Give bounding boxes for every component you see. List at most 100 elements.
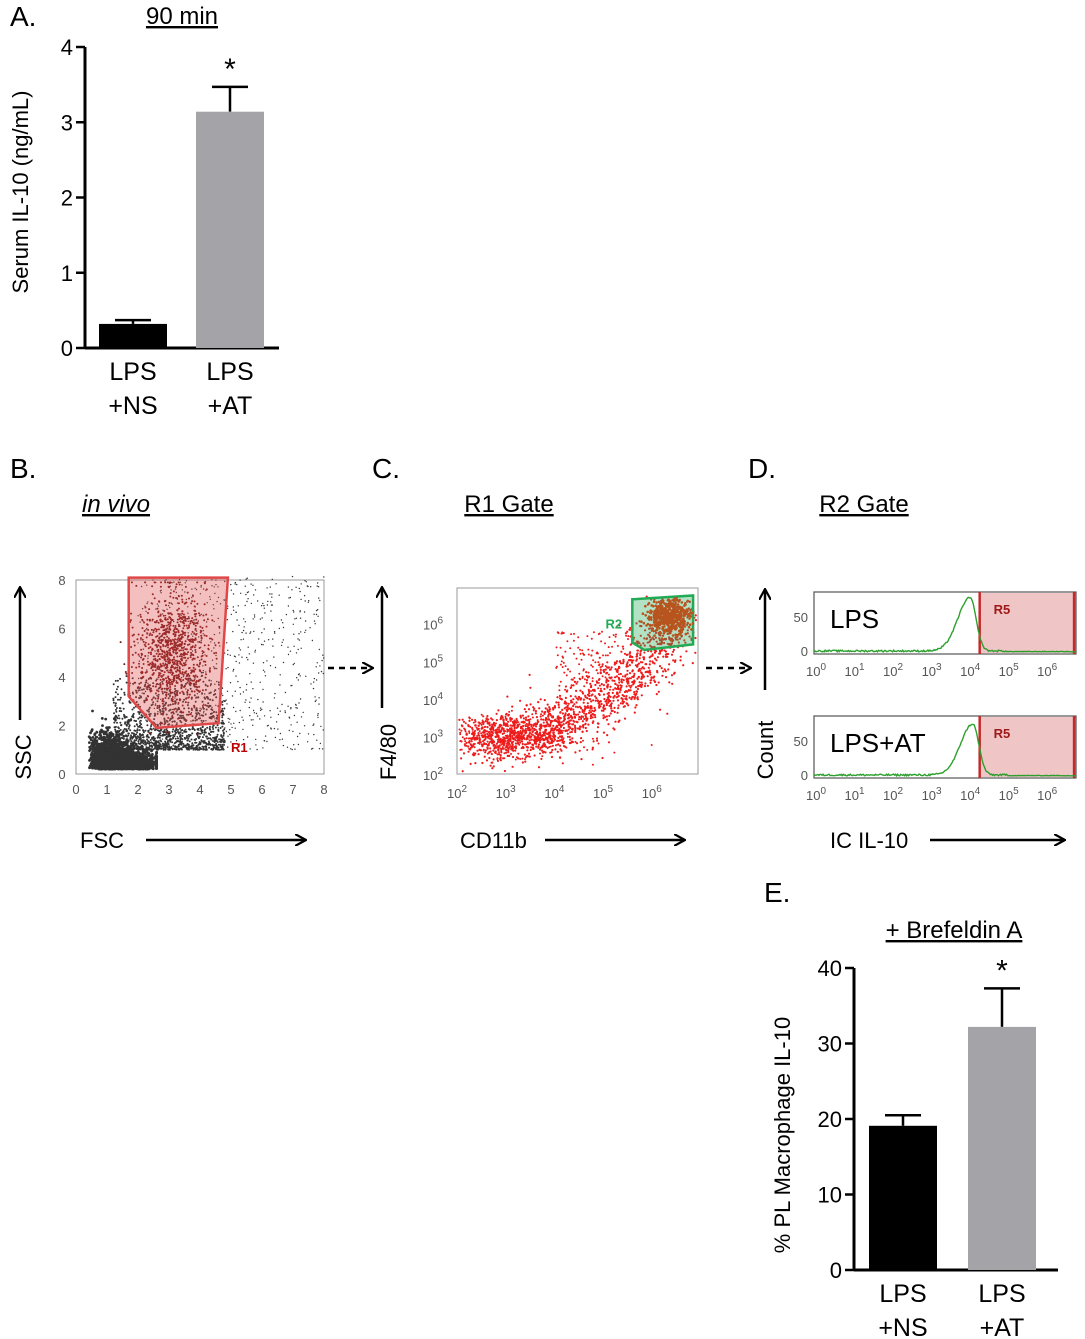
event-dot [255, 739, 256, 740]
event-dot [91, 710, 94, 713]
event-dot [272, 579, 273, 580]
event-dot [291, 589, 292, 590]
significance-marker: * [224, 53, 236, 86]
event-dot [290, 685, 291, 686]
event-dot [117, 693, 119, 695]
event-dot [159, 739, 161, 741]
event-dot [209, 737, 211, 739]
event-dot [264, 628, 265, 629]
event-dot [119, 710, 121, 712]
event-dot [134, 725, 136, 727]
event-dot [117, 746, 119, 748]
event-dot [241, 717, 242, 718]
event-dot [318, 672, 319, 673]
y-tick-label: 3 [61, 110, 73, 135]
event-dot [159, 730, 161, 732]
event-dot [168, 748, 170, 750]
event-dot [283, 745, 284, 746]
event-dot [249, 702, 250, 703]
event-dot [219, 739, 220, 740]
event-dot [265, 675, 266, 676]
event-dot [115, 766, 118, 769]
event-dot [192, 745, 193, 746]
event-dot [271, 597, 272, 598]
event-dot [322, 655, 323, 656]
event-dot [119, 734, 121, 736]
event-dot [306, 581, 307, 582]
event-dot [318, 697, 319, 698]
event-dot [314, 620, 315, 621]
event-dot [120, 697, 122, 699]
event-dot [176, 746, 178, 748]
event-dot [293, 646, 294, 647]
event-dot [249, 653, 250, 654]
event-dot [235, 656, 236, 657]
event-dot [298, 679, 299, 680]
event-dot [175, 738, 177, 740]
event-dot [243, 630, 244, 631]
event-dot [294, 715, 295, 716]
event-dot [251, 603, 252, 604]
figure-canvas: A. 90 min Serum IL-10 (ng/mL) 01234LPS+N… [0, 0, 1085, 1339]
event-dot [275, 583, 276, 584]
event-dot [290, 651, 291, 652]
event-dot [153, 740, 154, 741]
event-dot [298, 649, 299, 650]
event-dot [232, 695, 233, 696]
event-dot [175, 748, 177, 750]
event-dot [149, 732, 151, 734]
event-dot [115, 748, 117, 750]
bar [196, 112, 264, 348]
event-dot [215, 743, 217, 745]
y-tick-label: 2 [61, 186, 73, 211]
event-dot [178, 738, 179, 739]
event-dot [255, 650, 256, 651]
event-dot [288, 597, 289, 598]
event-dot [204, 730, 206, 732]
event-dot [108, 726, 111, 729]
event-dot [197, 747, 199, 749]
event-dot [293, 744, 294, 745]
event-dot [279, 628, 280, 629]
event-dot [146, 746, 147, 747]
event-dot [147, 764, 150, 767]
event-dot [113, 743, 115, 745]
event-dot [155, 759, 158, 762]
event-dot [130, 734, 132, 736]
event-dot [133, 757, 136, 760]
event-dot [191, 739, 193, 741]
event-dot [250, 583, 251, 584]
event-dot [240, 710, 241, 711]
event-dot [151, 746, 153, 748]
event-dot [120, 641, 122, 643]
event-dot [262, 603, 263, 604]
event-dot [295, 704, 296, 705]
event-dot [239, 687, 240, 688]
event-dot [130, 742, 132, 744]
event-dot [177, 729, 179, 731]
event-dot [105, 757, 108, 760]
event-dot [158, 733, 160, 735]
event-dot [275, 737, 276, 738]
event-dot [175, 728, 177, 730]
event-dot [250, 697, 251, 698]
event-dot [90, 765, 93, 768]
event-dot [178, 733, 180, 735]
event-dot [133, 720, 135, 722]
event-dot [247, 598, 248, 599]
event-dot [139, 721, 140, 722]
event-dot [323, 729, 324, 730]
event-dot [229, 734, 230, 735]
event-dot [224, 741, 226, 743]
event-dot [317, 717, 318, 718]
event-dot [148, 762, 151, 765]
event-dot [185, 746, 187, 748]
event-dot [292, 731, 293, 732]
event-dot [252, 725, 253, 726]
event-dot [243, 720, 244, 721]
event-dot [149, 742, 151, 744]
event-dot [139, 726, 141, 728]
event-dot [143, 731, 145, 733]
event-dot [139, 737, 140, 738]
event-dot [116, 722, 118, 724]
